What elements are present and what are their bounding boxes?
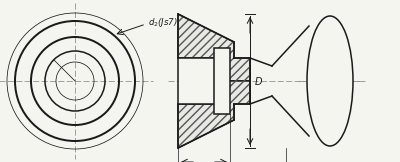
Text: $D$: $D$ <box>254 75 263 87</box>
Bar <box>214 48 230 114</box>
Polygon shape <box>178 81 250 148</box>
Bar <box>178 58 214 104</box>
Text: $d_2$(Js7): $d_2$(Js7) <box>148 16 178 29</box>
Ellipse shape <box>307 16 353 146</box>
Polygon shape <box>178 14 250 81</box>
